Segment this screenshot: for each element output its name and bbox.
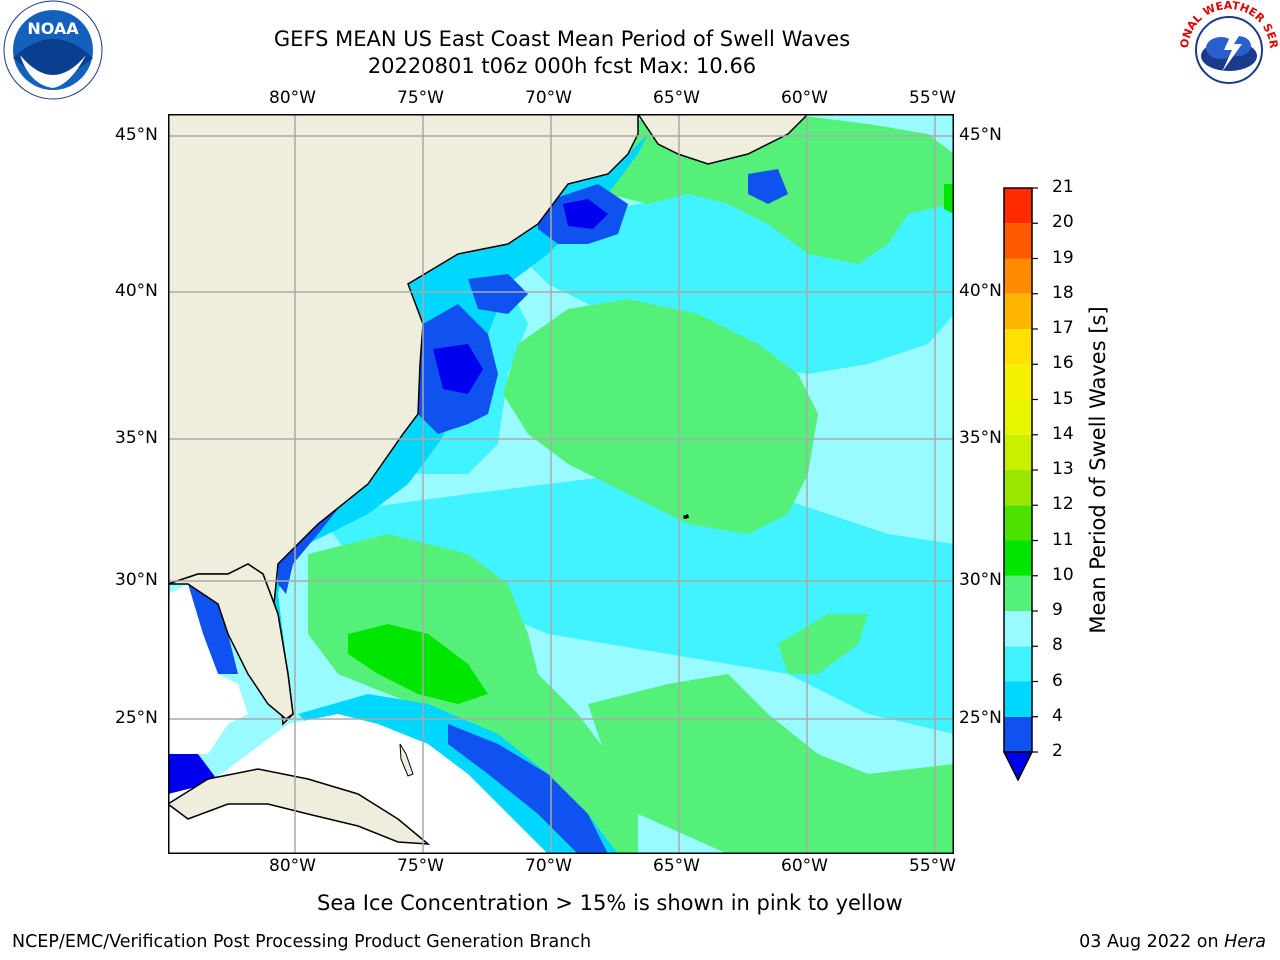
colorbar-segment	[1004, 434, 1032, 470]
colorbar-segment	[1004, 223, 1032, 259]
footer-right: 03 Aug 2022 on Hera	[1079, 932, 1266, 952]
chart-subtitle: 20220801 t06z 000h fcst Max: 10.66	[367, 54, 757, 78]
lon-label-top: 70°W	[525, 88, 572, 108]
footer-date: 03 Aug 2022 on	[1079, 932, 1225, 952]
swell-zone-9-10-central	[503, 299, 818, 534]
sea-ice-note: Sea Ice Concentration > 15% is shown in …	[317, 891, 903, 915]
land-bahamas-island	[399, 743, 414, 777]
colorbar	[1000, 185, 1050, 785]
no-data-gulf	[168, 584, 248, 754]
lon-label-bottom: 75°W	[397, 856, 444, 876]
colorbar-level-label: 19	[1052, 247, 1074, 268]
land-bermuda-small	[683, 514, 689, 519]
colorbar-segment	[1004, 329, 1032, 365]
footer-left: NCEP/EMC/Verification Post Processing Pr…	[12, 932, 592, 952]
lon-label-top: 55°W	[909, 88, 956, 108]
lat-label-right: 30°N	[959, 570, 1002, 590]
colorbar-level-label: 8	[1052, 635, 1063, 656]
swell-zone-below-2-a	[433, 344, 483, 394]
noaa-logo-text: NOAA	[27, 19, 79, 38]
map-graticule	[168, 114, 954, 854]
colorbar-level-label: 20	[1052, 212, 1074, 233]
colorbar-level-label: 10	[1052, 564, 1074, 585]
colorbar-level-label: 21	[1052, 177, 1074, 197]
colorbar-level-label: 12	[1052, 494, 1074, 515]
lon-label-bottom: 70°W	[525, 856, 572, 876]
colorbar-level-label: 6	[1052, 670, 1063, 691]
colorbar-level-label: 4	[1052, 705, 1063, 726]
map-frame	[168, 114, 954, 854]
colorbar-level-label: 14	[1052, 423, 1074, 444]
colorbar-segment	[1004, 611, 1032, 647]
colorbar-under-triangle	[1002, 751, 1034, 782]
lon-label-top: 80°W	[269, 88, 316, 108]
no-data-bahamas	[168, 714, 548, 854]
colorbar-level-label: 9	[1052, 600, 1063, 620]
colorbar-segment	[1004, 540, 1032, 576]
lon-label-bottom: 55°W	[909, 856, 956, 876]
colorbar-level-label: 18	[1052, 282, 1074, 303]
swell-zone-2-4-bahamas-south	[448, 724, 608, 854]
colorbar-title: Mean Period of Swell Waves [s]	[1086, 306, 1110, 634]
lon-label-top: 60°W	[781, 88, 828, 108]
land-florida	[168, 563, 294, 720]
swell-zone-10-11	[348, 624, 488, 704]
colorbar-level-label: 13	[1052, 459, 1074, 479]
lon-label-top: 65°W	[653, 88, 700, 108]
swell-zone-2-4-florida-gulf	[188, 584, 238, 674]
colorbar-segment	[1004, 399, 1032, 435]
lon-label-bottom: 65°W	[653, 856, 700, 876]
colorbar-segment	[1004, 188, 1032, 224]
lat-label-right: 35°N	[959, 428, 1002, 448]
land-cuba	[168, 768, 431, 845]
map-canvas	[168, 114, 954, 854]
lon-label-bottom: 80°W	[269, 856, 316, 876]
colorbar-segment	[1004, 293, 1032, 329]
colorbar-level-label: 17	[1052, 318, 1074, 338]
colorbar-level-label: 16	[1052, 353, 1074, 374]
land-nova-scotia	[637, 114, 810, 165]
colorbar-level-label: 11	[1052, 529, 1074, 550]
lat-label-left: 30°N	[115, 570, 158, 590]
lat-label-right: 40°N	[959, 281, 1002, 301]
nws-logo: NATIONAL WEATHER SERVICE	[1173, 0, 1280, 100]
noaa-logo: NOAA	[0, 0, 106, 100]
lon-label-top: 75°W	[397, 88, 444, 108]
footer-host: Hera	[1224, 932, 1266, 952]
colorbar-segment	[1004, 258, 1032, 294]
lat-label-left: 45°N	[115, 125, 158, 145]
lat-label-left: 40°N	[115, 281, 158, 301]
colorbar-level-label: 15	[1052, 388, 1074, 409]
lon-label-bottom: 60°W	[781, 856, 828, 876]
map-border	[168, 114, 954, 854]
swell-zone-2-4-longisland	[468, 274, 528, 314]
swell-zone-below-2-b	[563, 199, 608, 229]
swell-zone-2-4-gulfofmaine	[748, 169, 788, 204]
swell-zone-10-11-edge	[944, 184, 954, 214]
lat-label-right: 45°N	[959, 125, 1002, 145]
colorbar-level-label: 2	[1052, 741, 1063, 761]
colorbar-segment	[1004, 681, 1032, 717]
colorbar-segment	[1004, 470, 1032, 506]
colorbar-segment	[1004, 364, 1032, 400]
colorbar-segment	[1004, 575, 1032, 611]
lat-label-left: 25°N	[115, 708, 158, 728]
chart-title: GEFS MEAN US East Coast Mean Period of S…	[273, 27, 851, 51]
swell-zone-9-10-east-island	[778, 614, 868, 674]
lat-label-right: 25°N	[959, 708, 1002, 728]
colorbar-segment	[1004, 505, 1032, 541]
lat-label-left: 35°N	[115, 428, 158, 448]
colorbar-segment	[1004, 716, 1032, 752]
colorbar-segment	[1004, 646, 1032, 682]
